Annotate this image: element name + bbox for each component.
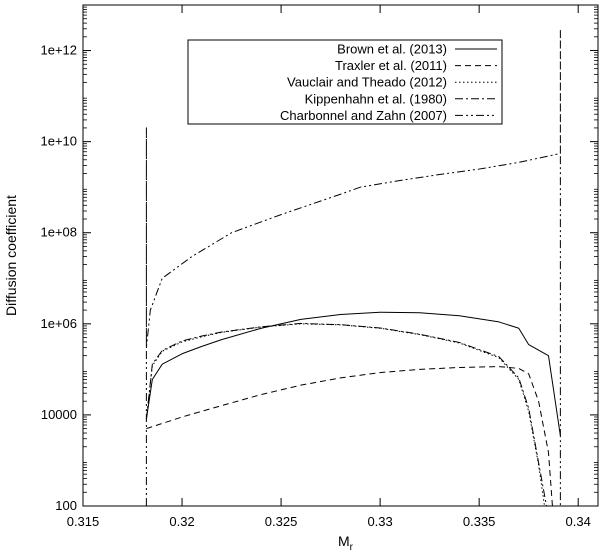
x-tick-label: 0.34 bbox=[566, 514, 591, 529]
y-tick-label: 1e+12 bbox=[40, 43, 77, 58]
x-axis-title-subscript: r bbox=[350, 542, 354, 553]
legend-entry-label: Charbonnel and Zahn (2007) bbox=[280, 108, 447, 123]
series-line-1 bbox=[145, 311, 561, 436]
y-tick-label: 1e+10 bbox=[40, 134, 77, 149]
legend-entry-label: Kippenhahn et al. (1980) bbox=[305, 91, 447, 106]
x-tick-label: 0.335 bbox=[463, 514, 496, 529]
x-axis-title-main: M bbox=[338, 533, 350, 549]
y-tick-label: 100 bbox=[55, 498, 77, 513]
x-tick-label: 0.315 bbox=[67, 514, 100, 529]
legend: Brown et al. (2013)Traxler et al. (2011)… bbox=[187, 39, 503, 125]
series-line-5 bbox=[145, 28, 561, 506]
y-axis-title: Diffusion coefficient bbox=[3, 195, 19, 316]
x-axis-title: Mr bbox=[338, 533, 354, 553]
legend-entry-label: Brown et al. (2013) bbox=[337, 42, 447, 57]
y-tick-label: 1e+06 bbox=[40, 316, 77, 331]
series-line-4 bbox=[145, 322, 547, 507]
legend-entry-label: Vauclair and Theado (2012) bbox=[287, 75, 447, 90]
legend-entry-label: Traxler et al. (2011) bbox=[335, 58, 447, 73]
y-tick-label: 10000 bbox=[41, 407, 77, 422]
y-tick-label: 1e+08 bbox=[40, 225, 77, 240]
ticks-layer: 0.315 0.32 0.325 0.33 0.335 0.34 100 10000 1e+06… bbox=[40, 5, 598, 529]
series-line-3 bbox=[145, 323, 546, 507]
plot-area-frame bbox=[82, 4, 599, 507]
x-tick-label: 0.33 bbox=[367, 514, 392, 529]
series-layer bbox=[145, 28, 561, 507]
legend-box bbox=[187, 39, 503, 125]
x-tick-label: 0.32 bbox=[169, 514, 194, 529]
series-line-2 bbox=[146, 366, 553, 507]
x-tick-label: 0.325 bbox=[265, 514, 298, 529]
